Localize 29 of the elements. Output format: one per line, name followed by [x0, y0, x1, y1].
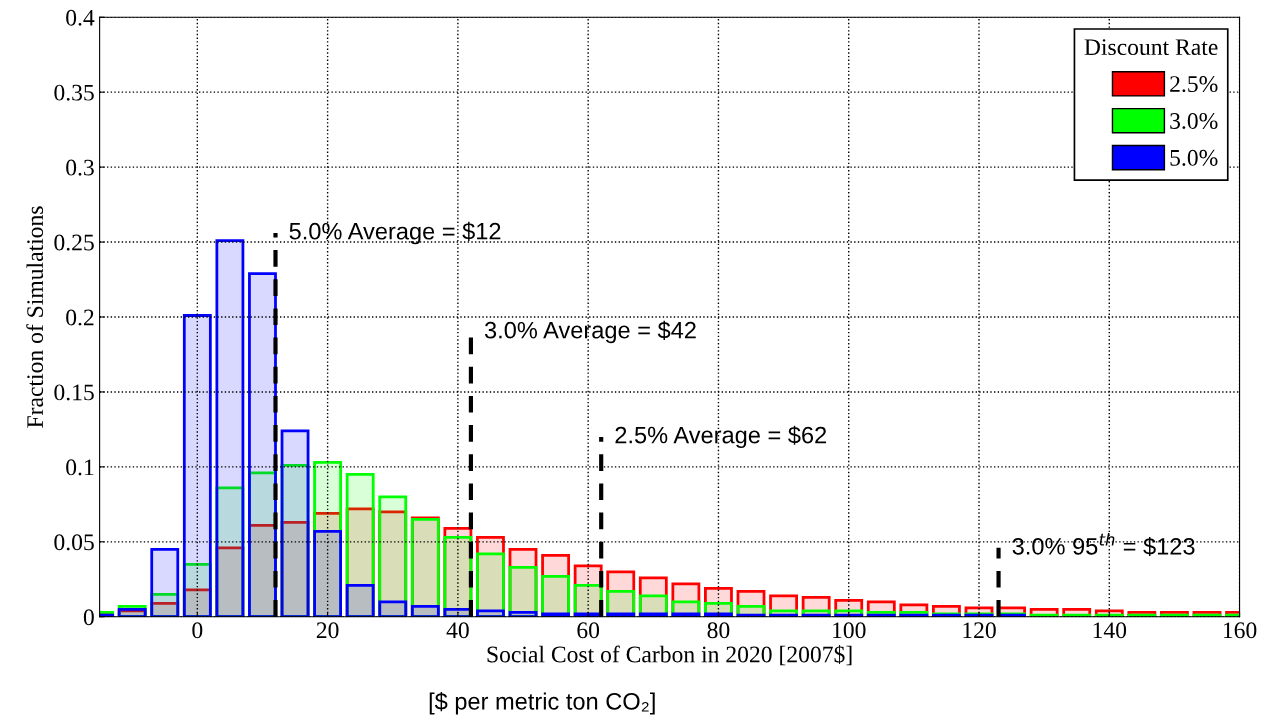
- y-tick-label: 0.2: [66, 309, 94, 326]
- y-tick-label: 0: [83, 609, 94, 626]
- x-tick-label: 80: [707, 622, 730, 639]
- x-tick-label: 60: [577, 622, 600, 639]
- ref-line-label: 3.0% 95$^{th}$ = $123: [1012, 532, 1195, 557]
- legend-label: 2.5%: [1170, 76, 1218, 93]
- ref-line-label: 5.0% Average = $12: [289, 221, 501, 245]
- y-tick-label: 0.05: [54, 534, 94, 551]
- text: [$ per metric ton CO₂]: [429, 692, 655, 715]
- y-tick-label: 0.15: [54, 384, 94, 401]
- ref-line-label: 3.0% Average = $42: [484, 320, 696, 344]
- x-axis-title: Social Cost of Carbon in 2020 [2007$]: [487, 645, 852, 666]
- x-tick-label: 40: [446, 622, 469, 639]
- y-tick-label: 0.3: [66, 159, 94, 176]
- x-tick-label: 160: [1223, 622, 1257, 639]
- y-tick-label: 0.35: [54, 84, 94, 101]
- x-tick-label: 100: [833, 622, 866, 639]
- x-tick-label: 120: [963, 622, 996, 639]
- ref-line-label: 2.5% Average = $62: [615, 425, 827, 449]
- x-tick-label: 140: [1093, 622, 1127, 639]
- y-tick-label: 0.25: [54, 234, 94, 251]
- y-axis-title: Fraction of Simulations: [26, 206, 44, 428]
- y-tick-label: 0.4: [66, 9, 95, 26]
- y-tick-label: 0.1: [66, 459, 94, 476]
- x-tick-label: 20: [316, 622, 339, 639]
- legend-label: 5.0%: [1170, 149, 1218, 166]
- x-tick-label: 0: [192, 622, 203, 639]
- legend-title: Discount Rate: [1084, 39, 1218, 56]
- legend-label: 3.0%: [1170, 112, 1218, 130]
